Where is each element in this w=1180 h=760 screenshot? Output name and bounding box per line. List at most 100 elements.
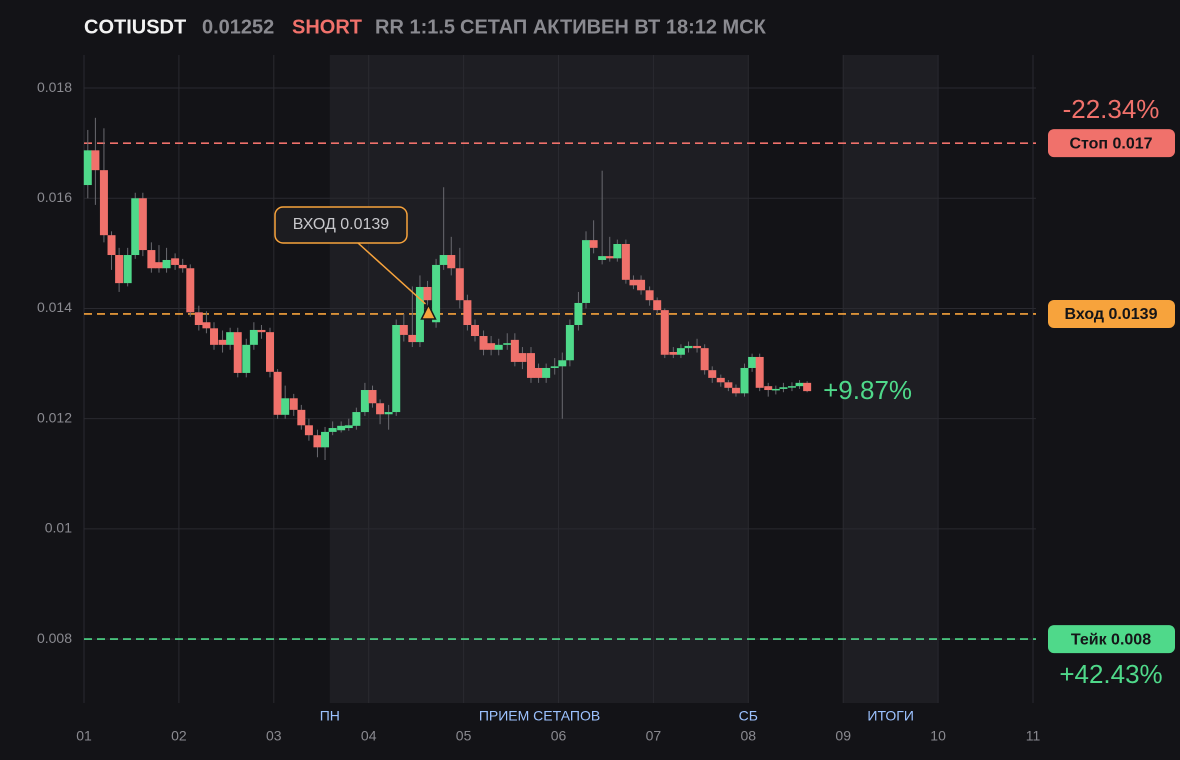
candle-body	[360, 390, 369, 413]
candle-body	[503, 343, 512, 345]
level-label: Тейк 0.008	[1071, 631, 1151, 648]
x-tick-label: 06	[551, 728, 567, 744]
candle-body	[795, 382, 804, 387]
entry-marker	[420, 303, 437, 320]
candle-body	[582, 240, 591, 303]
x-tick-label: 09	[835, 728, 851, 744]
candle-body	[432, 264, 441, 323]
candle-body	[479, 336, 488, 350]
candle-body	[613, 244, 622, 259]
candle-body	[194, 312, 203, 325]
candle-body	[154, 262, 163, 269]
candle-body	[233, 332, 242, 373]
x-tick-label: 10	[930, 728, 946, 744]
candle-body	[487, 343, 496, 350]
candle-body	[771, 388, 780, 391]
callout-line	[357, 242, 426, 305]
level-label: Стоп 0.017	[1069, 135, 1152, 152]
candle-body	[724, 382, 733, 388]
candle-body	[748, 356, 757, 368]
callout-box	[274, 206, 408, 244]
candle-body	[455, 268, 464, 301]
candle-body	[676, 348, 685, 355]
x-tick-label: 04	[361, 728, 377, 744]
candle-body	[518, 353, 527, 362]
y-tick-label: 0.016	[37, 189, 72, 205]
candle-body	[764, 386, 773, 391]
candle-body	[266, 332, 275, 372]
candle-body	[368, 390, 377, 404]
candle-body	[138, 198, 147, 251]
candle-body	[684, 345, 693, 349]
candle-body	[700, 348, 709, 371]
candle-body	[693, 345, 702, 349]
candle-body	[550, 366, 559, 368]
candle-body	[558, 360, 567, 367]
x-tick-label: 05	[456, 728, 472, 744]
candle-body	[621, 244, 630, 280]
candle-body	[439, 255, 448, 265]
candle-body	[123, 255, 132, 284]
level-label: Вход 0.0139	[1065, 306, 1158, 323]
symbol: COTIUSDT	[84, 16, 186, 38]
candle-body	[526, 353, 535, 378]
candle-body	[218, 339, 227, 345]
session-label: ПН	[320, 708, 340, 724]
x-tick-label: 02	[171, 728, 187, 744]
status: СЕТАП АКТИВЕН ВТ 18:12 МСК	[460, 16, 767, 38]
candle-body	[629, 279, 638, 286]
candle-body	[107, 235, 116, 256]
candle-body	[91, 150, 100, 171]
candle-body	[534, 367, 543, 378]
candle-body	[131, 198, 140, 256]
candle-body	[470, 325, 479, 337]
y-tick-label: 0.012	[37, 409, 72, 425]
side: SHORT	[292, 16, 362, 38]
candle-body	[740, 367, 749, 394]
candle-body	[304, 425, 313, 436]
session-band	[843, 55, 939, 703]
candle-body	[202, 322, 211, 329]
session-label: ИТОГИ	[867, 708, 914, 724]
level-pct: -22.34%	[1063, 94, 1160, 124]
candle-body	[249, 329, 258, 345]
candle-body	[542, 367, 551, 378]
level-pill	[1048, 129, 1175, 158]
level-pct: +42.43%	[1059, 659, 1162, 689]
y-tick-label: 0.014	[37, 299, 72, 315]
x-tick-label: 03	[266, 728, 282, 744]
candle-body	[313, 435, 322, 448]
price: 0.01252	[202, 16, 274, 38]
candle-body	[328, 428, 337, 432]
candle-body	[598, 256, 607, 260]
candle-body	[423, 286, 432, 301]
candle-body	[447, 255, 456, 269]
candle-body	[494, 344, 503, 350]
level-pill	[1048, 625, 1175, 654]
level-pill	[1048, 299, 1175, 328]
candle-body	[147, 250, 156, 269]
candle-body	[669, 352, 678, 355]
candle-body	[384, 412, 393, 415]
y-tick-label: 0.01	[45, 520, 72, 536]
candle-body	[731, 387, 740, 394]
y-tick-label: 0.018	[37, 79, 72, 95]
x-tick-label: 01	[76, 728, 92, 744]
candle-body	[408, 334, 417, 343]
candle-body	[755, 356, 764, 388]
candle-body	[186, 268, 195, 313]
candle-body	[787, 386, 796, 388]
session-label: ПРИЕМ СЕТАПОВ	[479, 708, 600, 724]
candle-body	[653, 300, 662, 311]
candle-body	[605, 256, 614, 259]
candle-body	[463, 300, 472, 325]
candle-body	[344, 425, 353, 429]
callout-label: ВХОД 0.0139	[293, 216, 390, 233]
candle-body	[352, 412, 361, 426]
candle-body	[716, 377, 725, 383]
candle-body	[574, 302, 583, 325]
x-tick-label: 07	[646, 728, 662, 744]
candle-body	[779, 387, 788, 389]
candle-body	[242, 344, 251, 373]
